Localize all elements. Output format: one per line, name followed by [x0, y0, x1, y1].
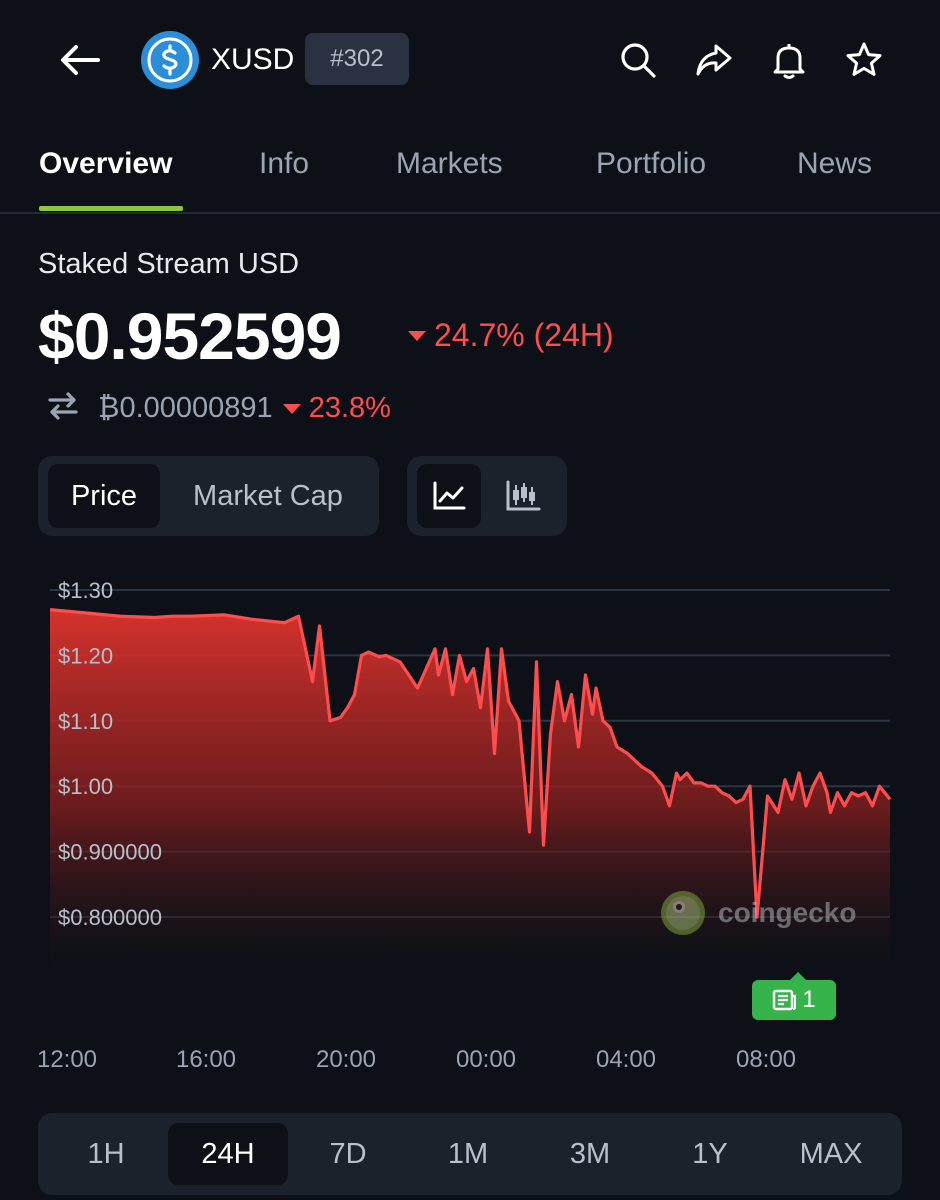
watermark-text: coingecko	[718, 897, 857, 928]
x-tick-label: 04:00	[595, 1046, 657, 1073]
rank-badge: #302	[305, 33, 409, 85]
line-chart-icon[interactable]	[417, 464, 481, 528]
y-tick-label: $0.800000	[58, 905, 162, 930]
coin-name: Staked Stream USD	[38, 248, 300, 280]
star-icon[interactable]	[842, 38, 886, 82]
tab-bar: Overview Info Markets Portfolio News	[0, 120, 940, 214]
btc-price-change: 23.8%	[282, 391, 391, 425]
tab-overview[interactable]: Overview	[39, 147, 173, 180]
tab-markets[interactable]: Markets	[396, 147, 503, 180]
tab-news[interactable]: News	[797, 147, 873, 180]
range-1h-button[interactable]: 1H	[87, 1138, 125, 1170]
price-toggle-button[interactable]: Price	[48, 464, 160, 528]
news-marker-badge[interactable]: 1	[752, 972, 836, 1020]
price-area-fill	[50, 609, 890, 970]
back-arrow-icon[interactable]	[56, 38, 104, 82]
candlestick-chart-icon[interactable]	[491, 464, 555, 528]
price-change-24h: 24.7% (24H)	[408, 313, 614, 357]
range-1y-button[interactable]: 1Y	[692, 1138, 728, 1170]
price-line	[49, 608, 892, 919]
x-tick-label: 20:00	[315, 1046, 377, 1073]
range-1m-button[interactable]: 1M	[447, 1138, 489, 1170]
price-marketcap-toggle: Price Market Cap	[38, 456, 379, 536]
x-tick-label: 16:00	[175, 1046, 237, 1073]
btc-price: ₿0.00000891	[98, 391, 273, 424]
btc-price-row: ₿0.00000891 23.8%	[46, 388, 391, 428]
current-price: $0.952599	[38, 299, 342, 373]
range-3m-button[interactable]: 3M	[569, 1138, 611, 1170]
coin-logo	[141, 31, 199, 89]
price-change-24h-value: 24.7% (24H)	[434, 317, 614, 353]
news-count: 1	[802, 986, 816, 1013]
y-tick-label: $1.30	[58, 578, 113, 603]
bell-icon[interactable]	[767, 38, 811, 82]
y-tick-label: $1.00	[58, 774, 113, 799]
swap-arrows-icon[interactable]	[46, 391, 80, 426]
x-axis-labels: 12:00 16:00 20:00 00:00 04:00 08:00	[0, 1044, 940, 1076]
down-triangle-icon	[282, 404, 301, 414]
chart-type-toggle	[407, 456, 567, 536]
range-max-button[interactable]: MAX	[799, 1138, 863, 1170]
active-tab-indicator	[39, 206, 183, 211]
market-cap-toggle-button[interactable]: Market Cap	[193, 480, 343, 512]
y-tick-label: $1.20	[58, 643, 113, 668]
top-bar: XUSD #302	[0, 0, 940, 120]
btc-price-change-value: 23.8%	[308, 391, 391, 424]
price-chart-svg: $1.30 $1.20 $1.10 $1.00 $0.900000 $0.800000	[49, 578, 892, 970]
y-tick-label: $0.900000	[58, 840, 162, 865]
down-triangle-icon	[408, 331, 426, 341]
price-chart[interactable]: $1.30 $1.20 $1.10 $1.00 $0.900000 $0.800000	[0, 570, 940, 1090]
range-24h-button[interactable]: 24H	[168, 1123, 288, 1185]
x-tick-label: 12:00	[36, 1046, 98, 1073]
tab-info[interactable]: Info	[259, 147, 310, 180]
newspaper-icon	[773, 989, 797, 1011]
coingecko-watermark: coingecko	[660, 890, 856, 936]
share-icon[interactable]	[692, 38, 736, 82]
search-icon[interactable]	[616, 38, 660, 82]
x-tick-label: 00:00	[455, 1046, 517, 1073]
coin-symbol: XUSD	[211, 43, 295, 76]
range-7d-button[interactable]: 7D	[329, 1138, 367, 1170]
y-tick-label: $1.10	[58, 709, 113, 734]
time-range-selector: 1H 24H 7D 1M 3M 1Y MAX	[38, 1113, 902, 1195]
x-tick-label: 08:00	[735, 1046, 797, 1073]
tab-portfolio[interactable]: Portfolio	[596, 147, 707, 180]
gecko-logo-icon	[661, 891, 705, 935]
